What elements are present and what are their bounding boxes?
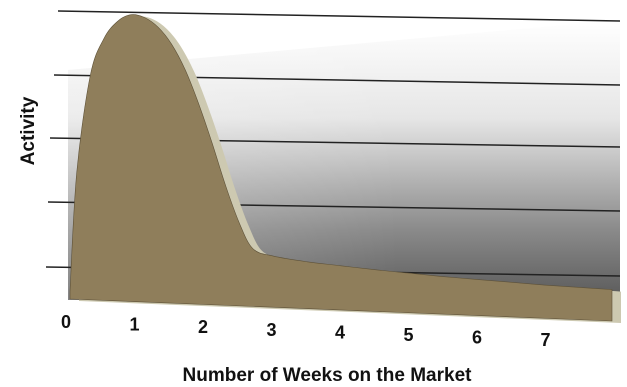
- gridline: [57, 10, 621, 22]
- x-tick-labels: 0 1 2 3 4 5 6 7: [61, 312, 551, 350]
- x-tick-label: 0: [61, 312, 71, 332]
- x-tick-label: 2: [198, 317, 208, 337]
- y-axis-title: Activity: [18, 96, 39, 165]
- x-tick-label: 3: [266, 320, 276, 340]
- area-fill: [69, 14, 613, 322]
- x-tick-label: 4: [335, 322, 345, 342]
- x-tick-label: 7: [540, 330, 550, 350]
- x-tick-label: 6: [472, 328, 482, 348]
- x-axis-title: Number of Weeks on the Market: [183, 365, 473, 386]
- x-tick-label: 5: [403, 325, 413, 345]
- area-series: [69, 14, 621, 323]
- x-tick-label: 1: [129, 315, 139, 335]
